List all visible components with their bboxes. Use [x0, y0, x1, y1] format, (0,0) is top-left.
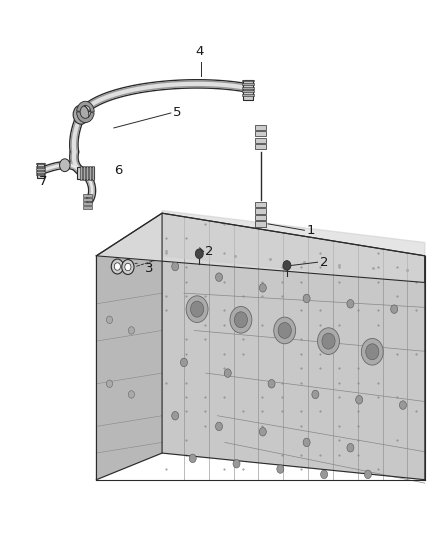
Circle shape — [366, 344, 379, 360]
Circle shape — [106, 380, 113, 387]
Bar — [255, 144, 266, 149]
Circle shape — [125, 263, 131, 271]
Circle shape — [259, 427, 266, 436]
Bar — [255, 208, 266, 214]
Circle shape — [128, 327, 134, 334]
Text: 5: 5 — [173, 106, 181, 119]
Circle shape — [347, 443, 354, 452]
Circle shape — [172, 262, 179, 271]
Circle shape — [277, 465, 284, 473]
Bar — [255, 215, 266, 220]
Circle shape — [283, 261, 291, 270]
Bar — [77, 167, 94, 179]
Bar — [86, 166, 88, 181]
Circle shape — [322, 333, 335, 349]
Bar — [242, 83, 254, 85]
Polygon shape — [162, 213, 425, 480]
Circle shape — [60, 159, 70, 172]
Circle shape — [195, 249, 203, 259]
Circle shape — [180, 358, 187, 367]
Bar — [83, 198, 92, 201]
Bar — [36, 168, 45, 170]
Bar — [83, 166, 85, 181]
Circle shape — [259, 284, 266, 292]
Text: 6: 6 — [114, 164, 122, 176]
Bar — [242, 94, 254, 96]
Polygon shape — [96, 213, 162, 480]
Circle shape — [191, 301, 204, 317]
Circle shape — [318, 328, 339, 354]
Circle shape — [364, 470, 371, 479]
Bar — [255, 125, 266, 130]
Polygon shape — [96, 213, 425, 282]
Circle shape — [268, 379, 275, 388]
Bar — [242, 91, 254, 92]
Wedge shape — [77, 101, 94, 112]
Circle shape — [230, 306, 252, 333]
Circle shape — [106, 316, 113, 324]
Circle shape — [186, 296, 208, 322]
Bar — [255, 221, 266, 227]
Circle shape — [278, 322, 291, 338]
Text: 7: 7 — [39, 175, 47, 188]
Circle shape — [128, 391, 134, 398]
Bar — [242, 79, 254, 82]
Bar — [36, 166, 45, 167]
Text: 2: 2 — [320, 256, 328, 269]
Circle shape — [114, 263, 120, 270]
Circle shape — [122, 260, 134, 274]
Circle shape — [73, 105, 89, 124]
Bar — [36, 163, 45, 164]
Circle shape — [312, 390, 319, 399]
Circle shape — [172, 411, 179, 420]
Circle shape — [347, 300, 354, 308]
Circle shape — [399, 401, 406, 409]
Text: 1: 1 — [307, 224, 315, 237]
Bar — [255, 138, 266, 143]
Bar — [255, 202, 266, 207]
Polygon shape — [162, 211, 425, 282]
Circle shape — [361, 338, 383, 365]
Circle shape — [303, 438, 310, 447]
Bar — [242, 87, 254, 88]
Circle shape — [215, 273, 223, 281]
Circle shape — [215, 422, 223, 431]
Text: 2: 2 — [205, 245, 213, 258]
Bar — [80, 166, 81, 181]
Bar — [255, 131, 266, 136]
Circle shape — [321, 470, 328, 479]
Circle shape — [274, 317, 296, 344]
Circle shape — [189, 454, 196, 463]
Text: 4: 4 — [195, 45, 204, 58]
Bar — [83, 206, 92, 209]
Wedge shape — [77, 112, 94, 123]
Bar — [243, 79, 253, 100]
Bar — [92, 166, 94, 181]
Circle shape — [111, 259, 124, 274]
Bar — [36, 174, 45, 175]
Circle shape — [356, 395, 363, 404]
Circle shape — [234, 312, 247, 328]
Bar — [36, 171, 45, 173]
Circle shape — [303, 294, 310, 303]
Bar — [83, 202, 92, 205]
Circle shape — [233, 459, 240, 468]
Circle shape — [224, 369, 231, 377]
Bar — [89, 166, 91, 181]
Bar — [37, 163, 44, 178]
Bar — [83, 194, 92, 197]
Circle shape — [391, 305, 398, 313]
Text: 3: 3 — [145, 262, 153, 274]
